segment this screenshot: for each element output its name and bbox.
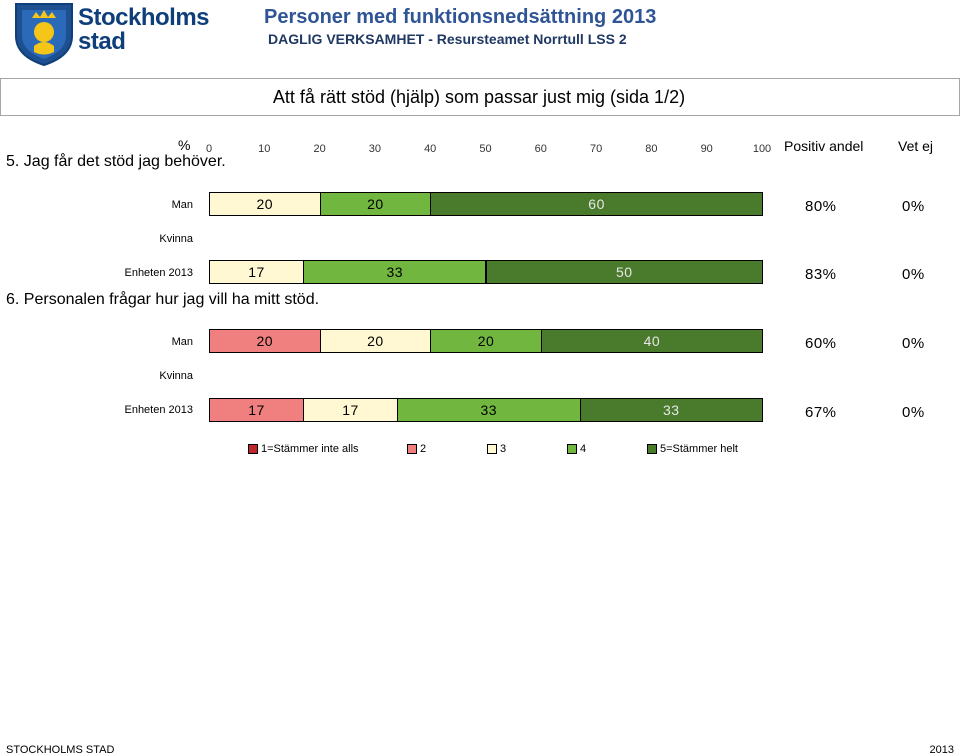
question-5-label: 5. Jag får det stöd jag behöver. <box>6 153 226 170</box>
bar-segment: 50 <box>485 260 763 284</box>
section-title: Att få rätt stöd (hjälp) som passar just… <box>272 87 686 107</box>
legend-swatch <box>647 444 657 454</box>
legend-item: 2 <box>407 443 426 455</box>
legend-item: 3 <box>487 443 506 455</box>
axis-tick-label: 40 <box>424 143 437 155</box>
city-crest-icon <box>15 3 73 67</box>
legend-item: 4 <box>567 443 586 455</box>
axis-tick-label: 10 <box>258 143 271 155</box>
row-label-enheten: Enheten 2013 <box>124 404 193 416</box>
column-header-positiv: Positiv andel <box>784 138 864 154</box>
axis-tick-label: 70 <box>589 143 603 155</box>
bar-segment: 17 <box>209 260 304 284</box>
question-6-label: 6. Personalen frågar hur jag vill ha mit… <box>6 291 320 308</box>
legend-label: 4 <box>580 443 587 455</box>
bar-segment: 40 <box>540 329 763 353</box>
legend-swatch <box>248 444 258 454</box>
positiv-andel-value: 83% <box>805 266 837 283</box>
axis-tick-label: 0 <box>205 143 213 155</box>
row-label-kvinna: Kvinna <box>159 370 193 382</box>
row-label-man: Man <box>171 199 193 211</box>
bar-segment: 20 <box>319 192 432 216</box>
bar-segment: 60 <box>430 192 763 216</box>
legend-label: 2 <box>420 443 427 455</box>
bar-segment: 33 <box>397 398 581 422</box>
axis-tick-label: 90 <box>700 143 713 155</box>
bar-segment: 20 <box>430 329 542 353</box>
stockholm-logo <box>14 2 214 67</box>
row-label-enheten: Enheten 2013 <box>124 267 193 279</box>
axis-tick-label: 100 <box>752 143 772 155</box>
footer-year: 2013 <box>929 744 954 756</box>
positiv-andel-value: 67% <box>805 404 837 421</box>
logo-wordmark: Stockholms stad <box>78 4 210 55</box>
footer-organization: STOCKHOLMS STAD <box>6 744 115 756</box>
bar-segment: 20 <box>209 329 321 353</box>
legend-swatch <box>407 444 417 454</box>
bar-segment: 17 <box>303 398 398 422</box>
report-title: Personer med funktionsnedsättning 2013 <box>264 6 657 28</box>
axis-tick-label: 80 <box>645 143 658 155</box>
legend-label: 1=Stämmer inte alls <box>261 443 359 455</box>
bar-segment: 20 <box>319 329 432 353</box>
legend-label: 5=Stämmer helt <box>660 443 738 455</box>
row-label-kvinna: Kvinna <box>159 233 193 245</box>
vet-ej-value: 0% <box>902 266 925 283</box>
positiv-andel-value: 60% <box>805 335 837 352</box>
axis-percent-label: % <box>178 137 191 153</box>
legend-item: 5=Stämmer helt <box>647 443 738 455</box>
legend-swatch <box>487 444 497 454</box>
axis-tick-label: 60 <box>534 143 547 155</box>
axis-tick-label: 20 <box>313 143 326 155</box>
section-title-box <box>0 78 960 116</box>
vet-ej-value: 0% <box>902 404 925 421</box>
report-subtitle: DAGLIG VERKSAMHET - Resursteamet Norrtul… <box>268 31 627 47</box>
legend-label: 3 <box>500 443 507 455</box>
axis-tick-label: 30 <box>368 143 382 155</box>
axis-tick-label: 50 <box>479 143 492 155</box>
positiv-andel-value: 80% <box>805 198 837 215</box>
legend-swatch <box>567 444 577 454</box>
row-label-man: Man <box>171 336 193 348</box>
legend-item: 1=Stämmer inte alls <box>248 443 359 455</box>
bar-segment: 20 <box>209 192 321 216</box>
bar-segment: 17 <box>209 398 304 422</box>
vet-ej-value: 0% <box>902 198 925 215</box>
column-header-vetej: Vet ej <box>898 138 934 154</box>
bar-segment: 33 <box>579 398 763 422</box>
vet-ej-value: 0% <box>902 335 925 352</box>
bar-segment: 33 <box>303 260 487 284</box>
